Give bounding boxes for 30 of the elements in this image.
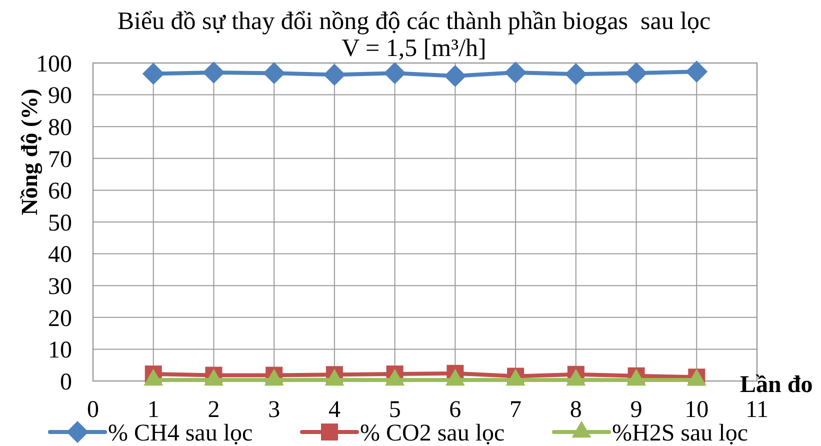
x-tick-label: 5 [388, 397, 401, 423]
chart-title: Biểu đồ sự thay đổi nồng độ các thành phần biogas sau lọc [117, 8, 711, 35]
legend-label: % CO2 sau lọc [360, 420, 505, 446]
legend-label: % CH4 sau lọc [108, 420, 253, 446]
y-tick-label: 30 [48, 274, 72, 300]
x-tick-label: 8 [570, 397, 582, 423]
y-tick-label: 80 [48, 115, 72, 141]
x-axis-title: Lần đo [740, 372, 813, 398]
x-tick-label: 3 [268, 397, 280, 423]
y-tick-label: 40 [48, 242, 72, 268]
x-tick-label: 9 [630, 397, 642, 423]
y-tick-label: 10 [48, 338, 72, 364]
x-tick-label: 2 [208, 397, 220, 423]
y-tick-label: 60 [48, 178, 72, 205]
legend-label: %H2S sau lọc [612, 420, 748, 446]
x-tick-label: 0 [87, 397, 99, 423]
y-tick-label: 100 [36, 51, 72, 78]
x-tick-label: 4 [328, 397, 340, 423]
y-tick-label: 90 [48, 83, 72, 110]
x-tick-label: 7 [510, 397, 522, 423]
x-tick-label: 1 [147, 397, 160, 423]
x-tick-label: 6 [449, 397, 462, 423]
y-tick-label: 20 [48, 306, 72, 332]
chart-subtitle: V = 1,5 [m³/h] [342, 35, 486, 62]
y-tick-label: 50 [48, 210, 72, 236]
y-axis-title: Nồng độ (%) [17, 88, 44, 216]
x-tick-label: 10 [684, 397, 709, 423]
y-tick-label: 70 [48, 146, 72, 173]
x-tick-label: 11 [745, 397, 769, 423]
y-tick-label: 0 [60, 369, 72, 396]
